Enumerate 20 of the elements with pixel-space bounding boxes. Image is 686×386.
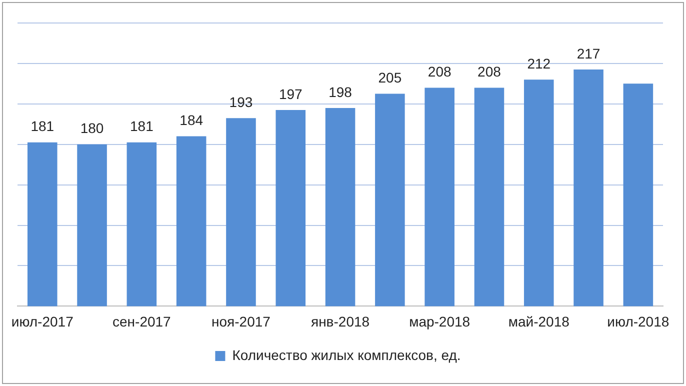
x-tick-label: сен-2017 <box>112 313 172 330</box>
x-tick-label: мар-2018 <box>409 313 470 330</box>
x-tick-label: май-2018 <box>508 313 570 330</box>
data-label: 208 <box>428 64 452 80</box>
data-label: 217 <box>576 45 600 62</box>
data-label: 197 <box>278 86 303 102</box>
x-tick-label: июл-2017 <box>11 313 74 330</box>
data-label: 205 <box>378 70 402 86</box>
data-label: 181 <box>130 118 154 134</box>
x-tick-label: янв-2018 <box>310 313 370 330</box>
data-label: 208 <box>478 64 502 80</box>
data-label: 180 <box>80 120 104 136</box>
legend-label: Количество жилых комплексов, ед. <box>232 346 461 363</box>
x-tick-label: июл-2018 <box>607 313 670 330</box>
data-label: 181 <box>30 118 54 134</box>
data-label: 193 <box>229 94 253 110</box>
data-label: 198 <box>328 84 352 100</box>
data-label: 184 <box>180 112 204 128</box>
x-tick-label: ноя-2017 <box>212 313 271 330</box>
data-label: 212 <box>527 56 551 72</box>
